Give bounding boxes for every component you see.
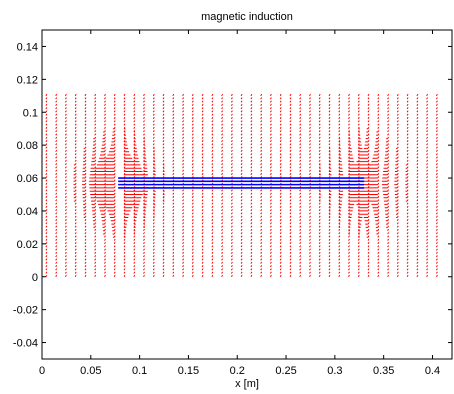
y-tick-label: 0.08 bbox=[17, 140, 38, 152]
y-tick-label: 0.02 bbox=[17, 239, 38, 251]
x-axis-label: x [m] bbox=[235, 378, 259, 390]
x-tick-label: 0.2 bbox=[230, 365, 245, 377]
y-tick-label: 0 bbox=[32, 272, 38, 284]
x-axis-ticks: 0 0.05 0.1 0.15 0.2 0.25 0.3 0.35 0.4 bbox=[39, 30, 440, 377]
y-tick-label: -0.04 bbox=[13, 338, 38, 350]
field-arrows bbox=[45, 93, 438, 278]
plot-frame bbox=[41, 29, 453, 360]
x-tick-label: 0.35 bbox=[373, 365, 394, 377]
y-tick-label: 0.12 bbox=[17, 74, 38, 86]
y-tick-label: 0.06 bbox=[17, 173, 38, 185]
chart-title: magnetic induction bbox=[201, 11, 293, 23]
y-tick-label: -0.02 bbox=[13, 305, 38, 317]
x-tick-label: 0.25 bbox=[275, 365, 296, 377]
y-tick-label: 0.04 bbox=[17, 206, 38, 218]
x-tick-label: 0.4 bbox=[425, 365, 440, 377]
conductor-lines bbox=[118, 177, 365, 189]
x-tick-label: 0.15 bbox=[178, 365, 199, 377]
x-tick-label: 0.05 bbox=[80, 365, 101, 377]
y-axis-ticks: -0.04 -0.02 0 0.02 0.04 0.06 0.08 0.1 0.12 0.14 bbox=[13, 41, 452, 350]
x-tick-label: 0 bbox=[39, 365, 45, 377]
x-tick-label: 0.1 bbox=[132, 365, 147, 377]
y-tick-label: 0.1 bbox=[23, 107, 38, 119]
x-tick-label: 0.3 bbox=[327, 365, 342, 377]
y-tick-label: 0.14 bbox=[17, 41, 38, 53]
field-vectors bbox=[45, 93, 438, 278]
